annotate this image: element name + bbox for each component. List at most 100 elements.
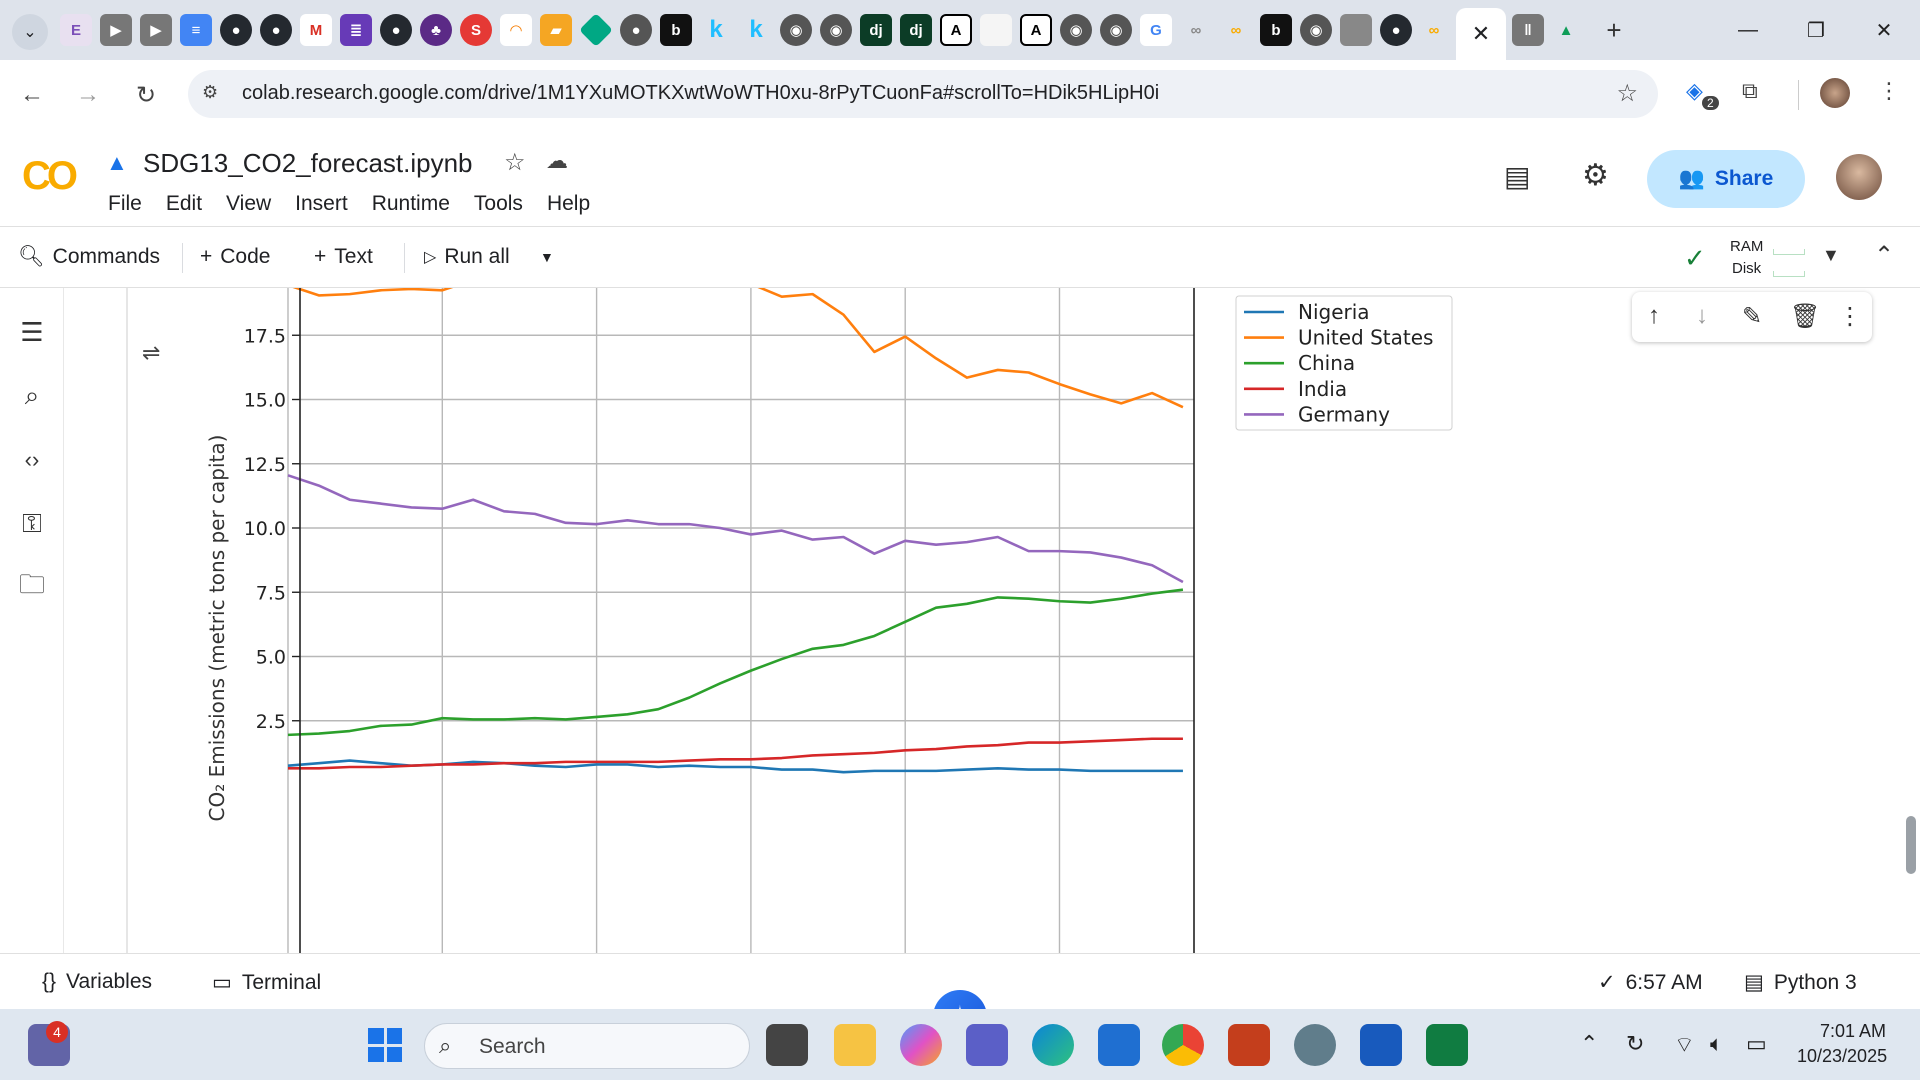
url-text[interactable]: colab.research.google.com/drive/1M1YXuMO… — [242, 82, 1160, 104]
teams-icon[interactable] — [966, 1024, 1008, 1066]
ram-meter[interactable] — [1773, 249, 1805, 255]
minimize-button[interactable]: — — [1738, 18, 1758, 41]
browser-avatar[interactable] — [1820, 78, 1850, 108]
extension-icon[interactable]: ◈ — [1686, 78, 1703, 103]
collapse-header-icon[interactable]: ⌃ — [1874, 242, 1895, 269]
task-view-icon[interactable] — [766, 1024, 808, 1066]
tab-github-icon[interactable]: ● — [380, 14, 412, 46]
tab-favicon[interactable]: ▰ — [540, 14, 572, 46]
tab-docs-icon[interactable]: ≡ — [180, 14, 212, 46]
tab-favicon[interactable]: b — [1260, 14, 1292, 46]
star-icon[interactable]: ☆ — [504, 149, 526, 176]
tab-github-icon[interactable]: ● — [1380, 14, 1412, 46]
move-cell-down-icon[interactable]: ↓ — [1696, 302, 1708, 329]
tab-kaggle-icon[interactable]: k — [749, 16, 763, 43]
code-snippets-icon[interactable]: ‹› — [24, 447, 40, 472]
tab-github-icon[interactable]: ● — [260, 14, 292, 46]
disk-meter[interactable] — [1773, 271, 1805, 277]
files-folder-icon[interactable]: 🗀 — [18, 569, 45, 599]
share-button[interactable]: 👥 Share — [1647, 150, 1805, 208]
tab-favicon[interactable] — [579, 13, 613, 47]
disk-label[interactable]: Disk — [1732, 260, 1762, 277]
taskbar-search-input[interactable]: ⌕ Search — [424, 1023, 750, 1069]
tab-django-icon[interactable]: dj — [900, 14, 932, 46]
colab-logo[interactable]: CO — [22, 154, 78, 198]
more-vert-icon[interactable]: ⋮ — [1838, 303, 1862, 330]
ram-label[interactable]: RAM — [1730, 238, 1764, 255]
tab-favicon[interactable]: A — [940, 14, 972, 46]
menu-help[interactable]: Help — [546, 192, 591, 215]
menu-edit[interactable]: Edit — [165, 192, 203, 215]
comment-icon[interactable]: ▤ — [1504, 161, 1531, 192]
tab-favicon[interactable] — [1340, 14, 1372, 46]
wifi-icon[interactable]: ⌔ — [1674, 1032, 1695, 1057]
tab-search-button[interactable]: ⌄ — [12, 14, 48, 50]
tab-django-icon[interactable]: dj — [860, 14, 892, 46]
tab-kaggle-icon[interactable]: k — [709, 16, 723, 43]
add-text-button[interactable]: + Text — [314, 245, 373, 269]
scrollbar[interactable] — [1906, 816, 1916, 874]
clock-date[interactable]: 10/23/2025 — [1797, 1046, 1888, 1066]
secrets-key-icon[interactable]: ⚿ — [22, 508, 42, 538]
settings-gear-icon[interactable]: ⚙ — [1582, 159, 1609, 192]
variables-button[interactable]: {} Variables — [42, 970, 152, 994]
delete-trash-icon[interactable]: 🗑︎ — [1790, 303, 1821, 330]
file-explorer-icon[interactable] — [834, 1024, 876, 1066]
copilot-icon[interactable] — [900, 1024, 942, 1066]
resources-dropdown-icon[interactable]: ▼ — [1822, 245, 1840, 265]
menu-file[interactable]: File — [108, 192, 142, 215]
browser-menu-icon[interactable]: ⋮ — [1878, 78, 1900, 103]
sync-icon[interactable]: ↻ — [1626, 1031, 1645, 1056]
tab-globe-icon[interactable]: ◉ — [780, 14, 812, 46]
windows-start-icon[interactable] — [364, 1024, 406, 1066]
chrome-icon[interactable] — [1162, 1024, 1204, 1066]
move-cell-up-icon[interactable]: ↑ — [1648, 302, 1660, 329]
forward-icon[interactable]: → — [76, 81, 100, 108]
volume-icon[interactable]: 🔈︎ — [1710, 1031, 1724, 1056]
edit-pencil-icon[interactable]: ✎ — [1742, 303, 1763, 330]
tab-youtube-icon[interactable]: ▶ — [140, 14, 172, 46]
cloud-icon[interactable]: ☁ — [546, 148, 568, 173]
menu-runtime[interactable]: Runtime — [371, 192, 450, 215]
commands-button[interactable]: 🔍︎ Commands — [18, 245, 160, 269]
active-tab-close-icon[interactable]: ✕ — [1456, 8, 1506, 60]
tab-favicon[interactable]: ♣ — [420, 14, 452, 46]
tab-colab-icon[interactable]: ∞ — [1190, 21, 1202, 39]
tab-youtube-icon[interactable]: ▶ — [100, 14, 132, 46]
add-code-button[interactable]: + Code — [200, 245, 270, 269]
tab-favicon[interactable]: E — [60, 14, 92, 46]
drive-icon[interactable]: ▲ — [106, 150, 128, 175]
back-icon[interactable]: ← — [20, 81, 44, 108]
tab-github-icon[interactable]: ● — [220, 14, 252, 46]
store-icon[interactable] — [1098, 1024, 1140, 1066]
restore-button[interactable]: ❐ — [1807, 19, 1825, 42]
tab-favicon[interactable]: b — [660, 14, 692, 46]
tab-globe-icon[interactable]: ◉ — [1060, 14, 1092, 46]
execution-status[interactable]: ✓ 6:57 AM — [1598, 970, 1703, 995]
find-replace-icon[interactable]: ⌕ — [24, 380, 40, 410]
settings-icon[interactable] — [1294, 1024, 1336, 1066]
site-info-icon[interactable]: ⚙ — [202, 82, 219, 102]
clock-time[interactable]: 7:01 AM — [1820, 1021, 1887, 1041]
avatar[interactable] — [1836, 154, 1882, 200]
tab-forms-icon[interactable]: ≣ — [340, 14, 372, 46]
tab-gmail-icon[interactable]: M — [300, 14, 332, 46]
battery-icon[interactable]: ▭ — [1746, 1031, 1767, 1056]
tab-favicon[interactable]: A — [1020, 14, 1052, 46]
tab-colab-icon[interactable]: ∞ — [1428, 21, 1440, 39]
tray-chevron-icon[interactable]: ⌃ — [1580, 1031, 1599, 1056]
tab-globe-icon[interactable]: ◉ — [820, 14, 852, 46]
run-all-dropdown-icon[interactable]: ▼ — [540, 249, 554, 265]
tab-github-icon[interactable]: ● — [620, 14, 652, 46]
table-of-contents-icon[interactable]: ☰ — [20, 316, 44, 347]
new-tab-button[interactable]: + — [1606, 14, 1622, 45]
word-icon[interactable] — [1360, 1024, 1402, 1066]
tab-jupyter-icon[interactable]: ◠ — [500, 14, 532, 46]
bookmark-star-icon[interactable]: ☆ — [1616, 80, 1638, 107]
tab-drive-icon[interactable]: ▲ — [1558, 21, 1574, 39]
powerpoint-icon[interactable] — [1228, 1024, 1270, 1066]
connected-check-icon[interactable]: ✓ — [1684, 243, 1706, 273]
tab-globe-icon[interactable]: ◉ — [1100, 14, 1132, 46]
run-all-button[interactable]: ▷ Run all — [424, 245, 510, 269]
extensions-puzzle-icon[interactable]: ⧉ — [1742, 78, 1758, 103]
